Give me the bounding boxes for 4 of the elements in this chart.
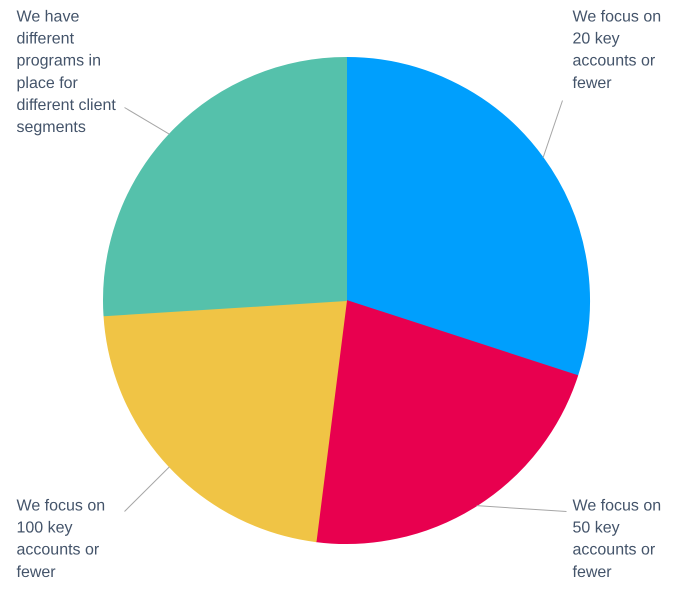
slice-label: We focus on 20 key accounts or fewer — [572, 8, 662, 92]
slice-label: We focus on 100 key accounts or fewer — [16, 498, 106, 581]
slice-label: We focus on 50 key accounts or fewer — [572, 498, 662, 581]
slice-label: We have different programs in place for different client segments — [16, 8, 116, 136]
